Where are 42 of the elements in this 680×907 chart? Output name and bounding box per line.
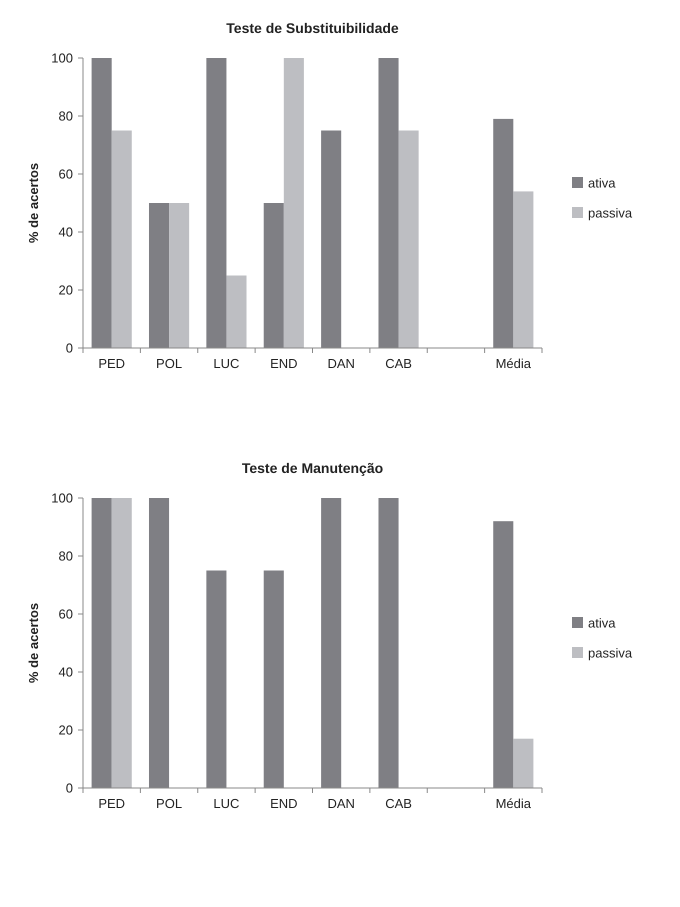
legend-label: passiva bbox=[588, 206, 633, 221]
x-tick-label: DAN bbox=[327, 796, 355, 811]
x-tick-label: Média bbox=[496, 356, 532, 371]
x-tick-label: PED bbox=[98, 356, 126, 371]
legend-label: ativa bbox=[588, 616, 616, 631]
y-tick-label: 100 bbox=[51, 50, 73, 66]
x-tick-label: CAB bbox=[385, 796, 412, 811]
chart-title: Teste de Substituibilidade bbox=[226, 20, 399, 36]
y-tick-label: 100 bbox=[51, 490, 73, 506]
bar bbox=[513, 191, 534, 348]
y-axis-title: % de acertos bbox=[26, 162, 41, 244]
bar bbox=[284, 58, 304, 348]
x-tick-label: DAN bbox=[327, 356, 355, 371]
bar bbox=[112, 498, 132, 788]
y-tick-label: 80 bbox=[58, 548, 73, 564]
x-tick-label: LUC bbox=[213, 356, 240, 371]
x-tick-label: END bbox=[270, 796, 298, 811]
y-tick-label: 40 bbox=[58, 224, 73, 240]
x-tick-label: Média bbox=[496, 796, 532, 811]
x-tick-label: CAB bbox=[385, 356, 412, 371]
chart-title: Teste de Manutenção bbox=[242, 460, 384, 476]
y-tick-label: 60 bbox=[58, 606, 73, 622]
x-tick-label: LUC bbox=[213, 796, 240, 811]
bar bbox=[226, 276, 247, 348]
x-tick-label: POL bbox=[156, 356, 182, 371]
x-tick-label: PED bbox=[98, 796, 126, 811]
y-axis-title: % de acertos bbox=[26, 602, 41, 684]
bar bbox=[112, 130, 132, 348]
bar bbox=[398, 130, 419, 348]
bar bbox=[513, 738, 534, 788]
x-tick-label: END bbox=[270, 356, 298, 371]
y-tick-label: 20 bbox=[58, 282, 73, 298]
legend-label: passiva bbox=[588, 646, 633, 661]
x-tick-label: POL bbox=[156, 796, 182, 811]
bar bbox=[169, 203, 190, 348]
legend-label: ativa bbox=[588, 176, 616, 191]
y-tick-label: 80 bbox=[58, 108, 73, 124]
y-tick-label: 40 bbox=[58, 664, 73, 680]
y-tick-label: 0 bbox=[66, 780, 73, 796]
y-tick-label: 60 bbox=[58, 166, 73, 182]
y-tick-label: 20 bbox=[58, 722, 73, 738]
y-tick-label: 0 bbox=[66, 340, 73, 356]
